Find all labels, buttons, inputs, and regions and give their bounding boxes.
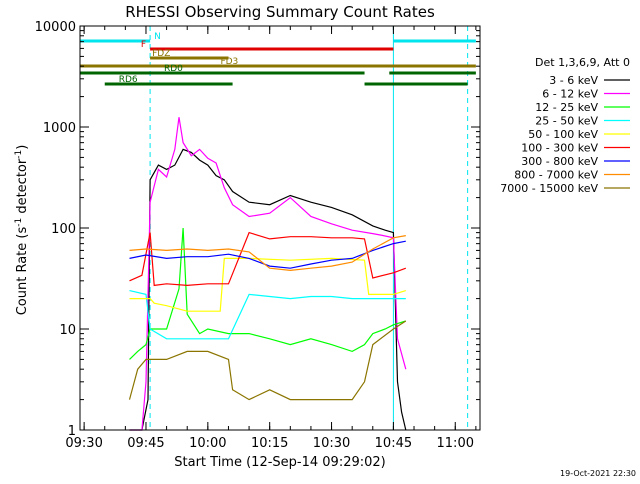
flag-label-n: N <box>154 32 161 42</box>
x-tick-label-5: 10:45 <box>375 436 412 451</box>
timestamp: 19-Oct-2021 22:30 <box>560 469 636 478</box>
plot-frame <box>79 25 481 431</box>
legend-label-7: 800 - 7000 keV <box>514 169 598 182</box>
series-line-3 <box>129 290 406 340</box>
x-tick-label-0: 09:30 <box>65 436 102 451</box>
legend-label-4: 50 - 100 keV <box>528 128 598 141</box>
legend-label-5: 100 - 300 keV <box>521 142 598 155</box>
series-line-5 <box>129 231 407 287</box>
series-line-4 <box>129 257 406 312</box>
flag-label-f: F <box>141 40 146 50</box>
flag-label-rd0: RD0 <box>164 64 183 74</box>
legend-label-8: 7000 - 15000 keV <box>500 182 598 195</box>
legend-label-2: 12 - 25 keV <box>535 101 598 114</box>
x-axis-label: Start Time (12-Sep-14 09:29:02) <box>174 455 385 470</box>
legend-label-0: 3 - 6 keV <box>549 74 598 87</box>
series-line-7 <box>129 235 406 272</box>
x-tick-label-2: 10:00 <box>189 436 226 451</box>
y-tick-label-1: 10 <box>59 323 76 338</box>
y-tick-label-3: 1000 <box>43 121 76 136</box>
y-axis-label-exp2: -1 <box>14 150 24 159</box>
y-axis-label-main: Count Rate (s <box>15 227 30 316</box>
x-tick-label-6: 11:00 <box>437 436 474 451</box>
y-axis-label: Count Rate (s-1 detector-1) <box>14 145 30 316</box>
y-axis-label-tail: detector <box>15 158 30 218</box>
series-line-0 <box>129 148 407 431</box>
y-tick-label-0: 1 <box>68 424 76 439</box>
flag-label-fdz: FDZ <box>152 49 170 59</box>
chart-title: RHESSI Observing Summary Count Rates <box>125 3 435 21</box>
legend-label-1: 6 - 12 keV <box>542 88 598 101</box>
series-line-2 <box>129 227 406 360</box>
y-axis-label-close: ) <box>15 145 30 150</box>
x-tick-label-1: 09:45 <box>127 436 164 451</box>
flag-label-rd6: RD6 <box>119 75 138 85</box>
x-tick-label-3: 10:15 <box>251 436 288 451</box>
flag-label-fd3: FD3 <box>220 57 238 67</box>
legend-label-6: 300 - 800 keV <box>521 155 598 168</box>
x-tick-label-4: 10:30 <box>313 436 350 451</box>
series-line-1 <box>129 117 407 431</box>
y-tick-label-2: 100 <box>51 222 76 237</box>
y-tick-label-4: 10000 <box>35 20 76 35</box>
series-line-8 <box>128 320 407 401</box>
y-axis-label-exp1: -1 <box>14 218 24 227</box>
legend-title: Det 1,3,6,9, Att 0 <box>535 56 630 69</box>
legend-label-3: 25 - 50 keV <box>535 115 598 128</box>
